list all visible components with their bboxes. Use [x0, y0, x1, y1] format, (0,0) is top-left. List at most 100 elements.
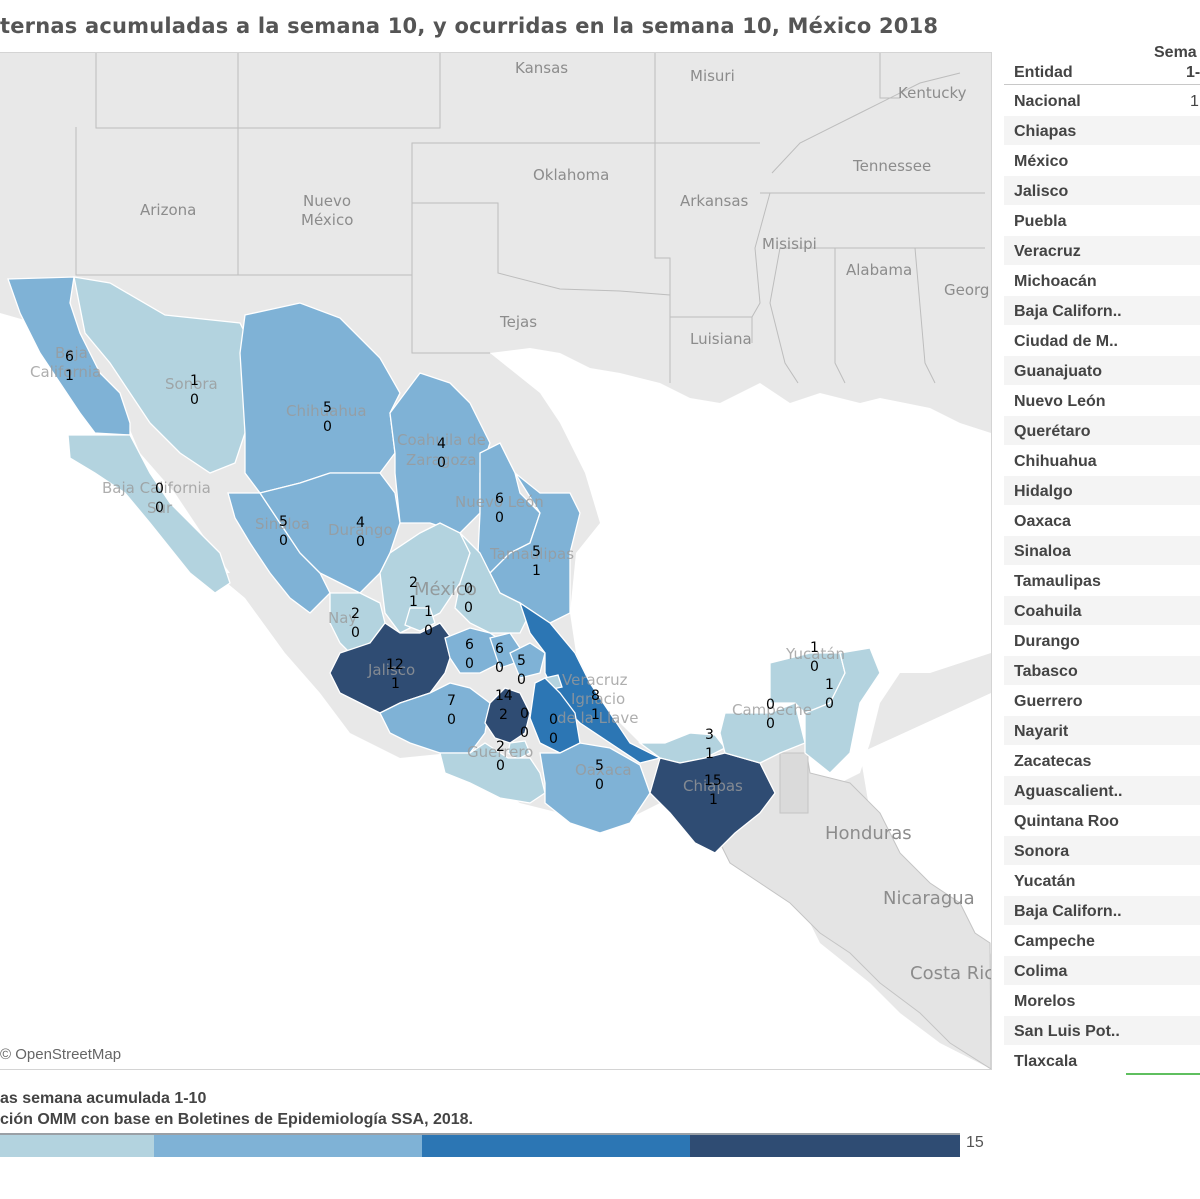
svg-text:Arizona: Arizona — [140, 201, 196, 219]
row-entidad: Hidalgo — [1014, 483, 1073, 500]
ranking-table: Entidad Sema 1- Nacional 1 Chiapas México Ja… — [1004, 40, 1200, 1075]
chart-title: ternas acumuladas a la semana 10, y ocur… — [0, 14, 939, 38]
row-entidad: Tabasco — [1014, 663, 1078, 680]
legend-color-ramp — [0, 1133, 960, 1157]
table-row[interactable]: Durango — [1004, 625, 1200, 655]
label-baja-california-semana: 1 — [65, 368, 74, 384]
label-michoacan-acum: 7 — [447, 693, 456, 709]
row-entidad: Ciudad de M.. — [1014, 333, 1118, 350]
table-row[interactable]: Coahuila — [1004, 595, 1200, 625]
label-chiapas-semana: 1 — [709, 792, 718, 808]
map-view[interactable]: Kansas Misuri Kentucky Oklahoma Tennesse… — [0, 52, 992, 1070]
table-header: Entidad Sema 1- — [1004, 40, 1200, 85]
table-row[interactable]: Baja Californ.. — [1004, 895, 1200, 925]
label-tlaxcala-semana: 0 — [549, 731, 558, 747]
svg-text:Costa Ric: Costa Ric — [910, 963, 991, 984]
label-queretaro-acum: 6 — [495, 641, 504, 657]
table-row[interactable]: Tlaxcala — [1004, 1045, 1200, 1075]
label-tabasco-semana: 1 — [705, 746, 714, 762]
row-entidad: Puebla — [1014, 213, 1067, 230]
svg-text:Sinaloa: Sinaloa — [255, 515, 310, 533]
table-row[interactable]: Campeche — [1004, 925, 1200, 955]
svg-text:Misisipi: Misisipi — [762, 235, 817, 253]
table-row[interactable]: Puebla — [1004, 205, 1200, 235]
label-campeche-semana: 0 — [766, 716, 775, 732]
table-row[interactable]: Aguascalient.. — [1004, 775, 1200, 805]
svg-text:Jalisco: Jalisco — [367, 661, 415, 679]
label-coahuila-semana: 0 — [437, 455, 446, 471]
svg-text:Yucatán: Yucatán — [785, 645, 845, 663]
table-row[interactable]: Guanajuato — [1004, 355, 1200, 385]
label-chihuahua-semana: 0 — [323, 419, 332, 435]
header-semana[interactable]: Sema — [1154, 44, 1197, 61]
table-row[interactable]: Yucatán — [1004, 865, 1200, 895]
row-entidad: Michoacán — [1014, 273, 1097, 290]
row-entidad: Chiapas — [1014, 123, 1077, 140]
table-row[interactable]: Nayarit — [1004, 715, 1200, 745]
table-row[interactable]: Chiapas — [1004, 115, 1200, 145]
svg-text:Alabama: Alabama — [846, 261, 912, 279]
table-row[interactable]: Quintana Roo — [1004, 805, 1200, 835]
map-attribution[interactable]: © OpenStreetMap — [0, 1046, 122, 1063]
row-entidad: Colima — [1014, 963, 1068, 980]
table-row[interactable]: Nacional 1 — [1004, 85, 1200, 115]
state-mexico — [484, 687, 531, 744]
state-veracruz — [518, 601, 662, 764]
state-baja-california — [7, 276, 131, 436]
state-chiapas — [649, 752, 776, 854]
svg-text:Nuevo: Nuevo — [303, 192, 351, 210]
state-sonora — [73, 276, 246, 474]
table-row[interactable]: San Luis Pot.. — [1004, 1015, 1200, 1045]
legend-segment — [422, 1135, 690, 1157]
svg-text:Coahuila de: Coahuila de — [397, 431, 486, 449]
row-entidad: Nacional — [1014, 93, 1081, 110]
header-entidad[interactable]: Entidad — [1014, 64, 1073, 81]
legend-segment — [154, 1135, 422, 1157]
table-row[interactable]: Tamaulipas — [1004, 565, 1200, 595]
svg-text:Honduras: Honduras — [825, 823, 912, 844]
svg-text:Kansas: Kansas — [515, 59, 568, 77]
table-row[interactable]: Sinaloa — [1004, 535, 1200, 565]
label-campeche-acum: 0 — [766, 697, 775, 713]
svg-text:Arkansas: Arkansas — [680, 192, 749, 210]
table-row[interactable]: Veracruz — [1004, 235, 1200, 265]
label-nayarit-acum: 2 — [351, 606, 360, 622]
table-row[interactable]: Zacatecas — [1004, 745, 1200, 775]
row-entidad: Aguascalient.. — [1014, 783, 1123, 800]
table-row[interactable]: Jalisco — [1004, 175, 1200, 205]
state-oaxaca — [539, 742, 651, 834]
belize — [779, 752, 809, 814]
label-san-luis-potosi-semana: 0 — [464, 600, 473, 616]
svg-text:Nay: Nay — [328, 609, 357, 627]
table-row[interactable]: Querétaro — [1004, 415, 1200, 445]
source-note: ción OMM con base en Boletines de Epidem… — [0, 1111, 473, 1128]
svg-text:Misuri: Misuri — [690, 67, 735, 85]
svg-text:Baja: Baja — [55, 344, 88, 362]
row-entidad: Sonora — [1014, 843, 1070, 860]
table-row[interactable]: Guerrero — [1004, 685, 1200, 715]
label-baja-california-sur-acum: 0 — [155, 481, 164, 497]
row-entidad: Campeche — [1014, 933, 1095, 950]
table-row[interactable]: Sonora — [1004, 835, 1200, 865]
svg-text:Tamaulipas: Tamaulipas — [489, 545, 574, 563]
table-row[interactable]: Chihuahua — [1004, 445, 1200, 475]
legend-segment — [0, 1135, 154, 1157]
label-baja-california-acum: 6 — [65, 349, 74, 365]
table-row[interactable]: Baja Californ.. — [1004, 295, 1200, 325]
table-row[interactable]: Colima — [1004, 955, 1200, 985]
label-hidalgo-acum: 5 — [517, 653, 526, 669]
table-row[interactable]: Tabasco — [1004, 655, 1200, 685]
table-row[interactable]: Michoacán — [1004, 265, 1200, 295]
table-row[interactable]: Morelos — [1004, 985, 1200, 1015]
table-row[interactable]: México — [1004, 145, 1200, 175]
table-row[interactable]: Nuevo León — [1004, 385, 1200, 415]
table-row[interactable]: Oaxaca — [1004, 505, 1200, 535]
row-entidad: México — [1014, 153, 1069, 170]
state-aguascalientes — [404, 607, 436, 632]
pacific-ocean — [0, 313, 991, 1069]
row-entidad: Yucatán — [1014, 873, 1076, 890]
label-chiapas-acum: 15 — [704, 773, 722, 789]
label-sinaloa-semana: 0 — [279, 533, 288, 549]
table-row[interactable]: Ciudad de M.. — [1004, 325, 1200, 355]
table-row[interactable]: Hidalgo — [1004, 475, 1200, 505]
